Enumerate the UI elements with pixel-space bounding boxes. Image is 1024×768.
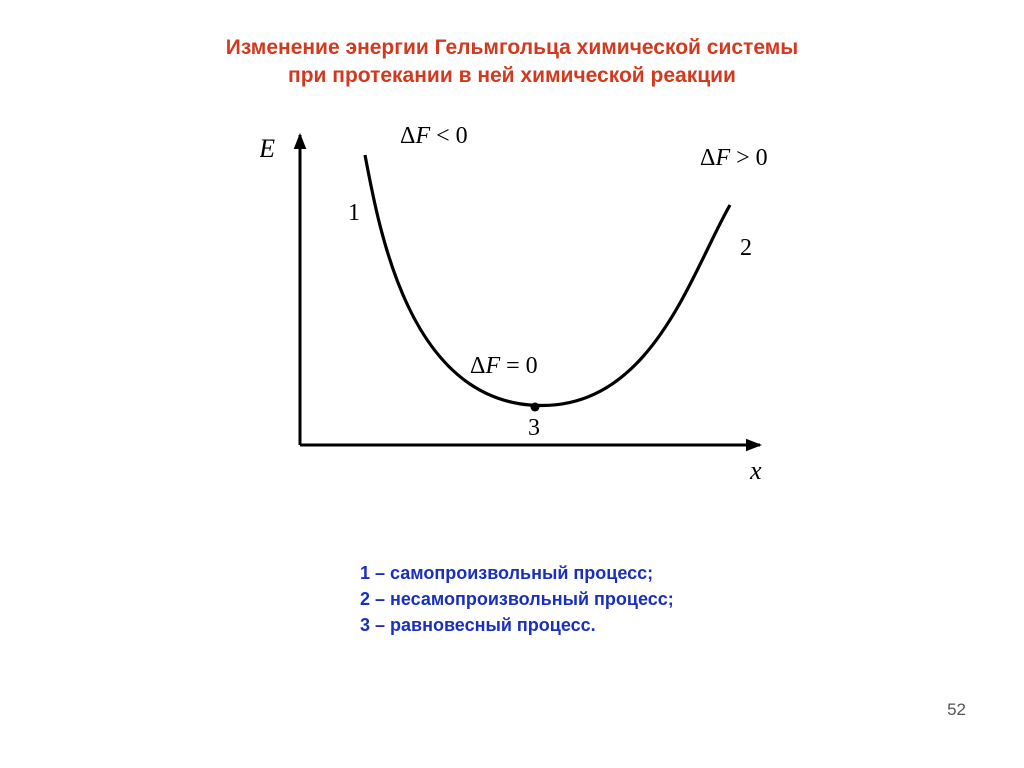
title-line2: при протекании в ней химической реакции xyxy=(288,64,736,87)
helmholtz-energy-chart: Ex ΔF < 0 ΔF > 0 ΔF = 0 1 2 3 xyxy=(260,115,790,500)
legend: 1 – самопроизвольный процесс; 2 – несамо… xyxy=(360,560,674,638)
svg-text:3: 3 xyxy=(528,415,540,441)
slide-title: Изменение энергии Гельмгольца химической… xyxy=(0,34,1024,91)
svg-text:x: x xyxy=(749,456,762,485)
legend-item-2: 2 – несамопроизвольный процесс; xyxy=(360,586,674,612)
svg-text:ΔF < 0: ΔF < 0 xyxy=(400,123,468,149)
title-line1: Изменение энергии Гельмгольца химической… xyxy=(226,36,798,59)
page-number: 52 xyxy=(947,700,966,720)
svg-text:2: 2 xyxy=(740,235,752,261)
chart-svg: Ex ΔF < 0 ΔF > 0 ΔF = 0 1 2 3 xyxy=(260,115,790,495)
svg-text:E: E xyxy=(260,134,275,163)
svg-text:ΔF = 0: ΔF = 0 xyxy=(470,353,538,379)
legend-item-1: 1 – самопроизвольный процесс; xyxy=(360,560,674,586)
legend-item-3: 3 – равновесный процесс. xyxy=(360,612,674,638)
svg-text:1: 1 xyxy=(348,200,360,226)
svg-text:ΔF > 0: ΔF > 0 xyxy=(700,145,768,171)
